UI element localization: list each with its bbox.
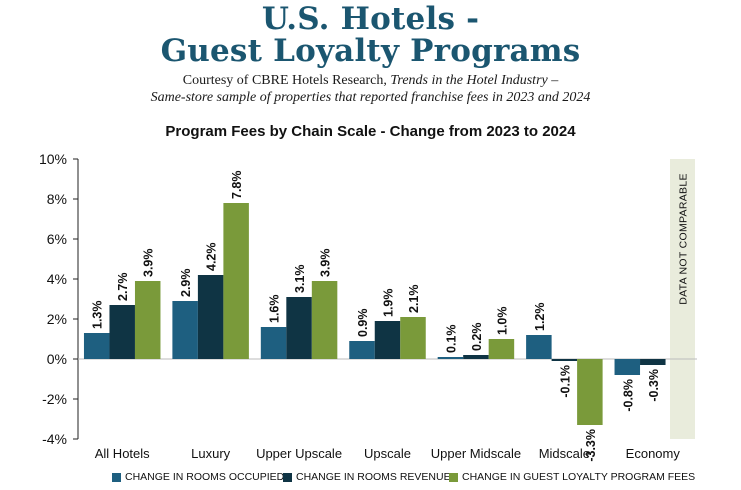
y-tick-label: 6% <box>47 231 67 247</box>
bar-data-label: -0.3% <box>647 369 661 402</box>
bar <box>488 339 515 359</box>
legend-item-rooms-occupied: CHANGE IN ROOMS OCCUPIED <box>112 471 284 483</box>
bar-data-label: -0.8% <box>621 379 635 412</box>
y-tick-label: 2% <box>47 311 67 327</box>
bar <box>463 355 489 359</box>
bar-data-label: 2.9% <box>179 269 193 298</box>
credit-suffix: – <box>547 73 559 88</box>
bar-data-label: 1.0% <box>495 307 509 336</box>
y-tick-label: 8% <box>47 191 67 207</box>
legend-label-loyalty-fees: CHANGE IN GUEST LOYALTY PROGRAM FEES <box>462 471 696 483</box>
bar-data-label: 3.9% <box>319 249 333 278</box>
bar-data-label: 1.9% <box>382 289 396 318</box>
x-category-label: Luxury <box>191 446 231 461</box>
y-tick-label: 0% <box>47 351 67 367</box>
bar <box>172 301 198 359</box>
bar <box>551 359 578 361</box>
legend-item-loyalty-fees: CHANGE IN GUEST LOYALTY PROGRAM FEES <box>449 471 695 483</box>
credit-line: Courtesy of CBRE Hotels Research, Trends… <box>0 72 741 89</box>
bar-data-label: 0.2% <box>470 323 484 352</box>
bar <box>437 357 464 359</box>
chart-title: Program Fees by Chain Scale - Change fro… <box>165 123 576 140</box>
bar-data-label: 0.1% <box>444 325 458 354</box>
bar <box>134 281 161 359</box>
bar <box>286 297 312 359</box>
bar <box>526 335 552 359</box>
legend-swatch-loyalty-fees <box>449 472 458 482</box>
bar-data-label: 1.3% <box>91 301 105 330</box>
x-category-label: Upper Upscale <box>256 446 342 461</box>
x-category-label: Midscale <box>539 446 590 461</box>
bar <box>400 317 426 359</box>
legend-label-rooms-occupied: CHANGE IN ROOMS OCCUPIED <box>125 471 285 483</box>
bar-data-label: 1.6% <box>268 295 282 324</box>
y-tick-label: 4% <box>47 271 67 287</box>
bar <box>374 321 401 359</box>
chart-legend: CHANGE IN ROOMS OCCUPIED CHANGE IN ROOMS… <box>0 471 741 487</box>
bar-data-label: 0.9% <box>356 309 370 338</box>
sample-note: Same-store sample of properties that rep… <box>150 90 591 105</box>
bar-data-label: 3.9% <box>142 249 156 278</box>
data-not-comparable-band <box>670 159 695 439</box>
x-category-label: Upscale <box>364 446 411 461</box>
bar-data-label: 2.1% <box>407 285 421 314</box>
bar <box>223 203 249 359</box>
bar-chart: DATA NOT COMPARABLE -4% -2% 0% 2% 4% 6% 8% 10% 1.… <box>39 151 697 462</box>
bar <box>83 333 110 359</box>
bar <box>577 359 603 425</box>
credit-publication: Trends in the Hotel Industry <box>390 73 548 88</box>
annotation-data-not-comparable: DATA NOT COMPARABLE <box>678 173 690 305</box>
bar-data-label: -0.1% <box>558 365 572 398</box>
y-tick-label: -4% <box>42 431 67 447</box>
bar <box>311 281 338 359</box>
page-title-line2: Guest Loyalty Programs <box>160 33 581 69</box>
bar-data-label: 7.8% <box>230 171 244 200</box>
bar-data-label: -3.3% <box>584 429 598 462</box>
legend-label-rooms-revenue: CHANGE IN ROOMS REVENUE <box>296 471 451 483</box>
bar <box>349 341 375 359</box>
bar <box>260 327 287 359</box>
bar-data-label: 1.2% <box>533 303 547 332</box>
x-category-label: All Hotels <box>95 446 150 461</box>
bar <box>109 305 135 359</box>
y-tick-label: 10% <box>39 151 67 167</box>
credit-prefix: Courtesy of CBRE Hotels Research, <box>182 73 391 88</box>
bar-data-label: 3.1% <box>293 265 307 294</box>
legend-swatch-rooms-occupied <box>112 472 121 482</box>
bar <box>197 275 224 359</box>
y-tick-label: -2% <box>42 391 67 407</box>
bar-data-label: 4.2% <box>205 243 219 272</box>
legend-item-rooms-revenue: CHANGE IN ROOMS REVENUE <box>283 471 451 483</box>
page-title-line1: U.S. Hotels - <box>261 1 480 37</box>
bar-data-label: 2.7% <box>116 273 130 302</box>
x-category-label: Upper Midscale <box>431 446 521 461</box>
bar <box>640 359 666 365</box>
legend-swatch-rooms-revenue <box>283 472 292 482</box>
x-category-label: Economy <box>626 446 681 461</box>
bar <box>614 359 641 375</box>
